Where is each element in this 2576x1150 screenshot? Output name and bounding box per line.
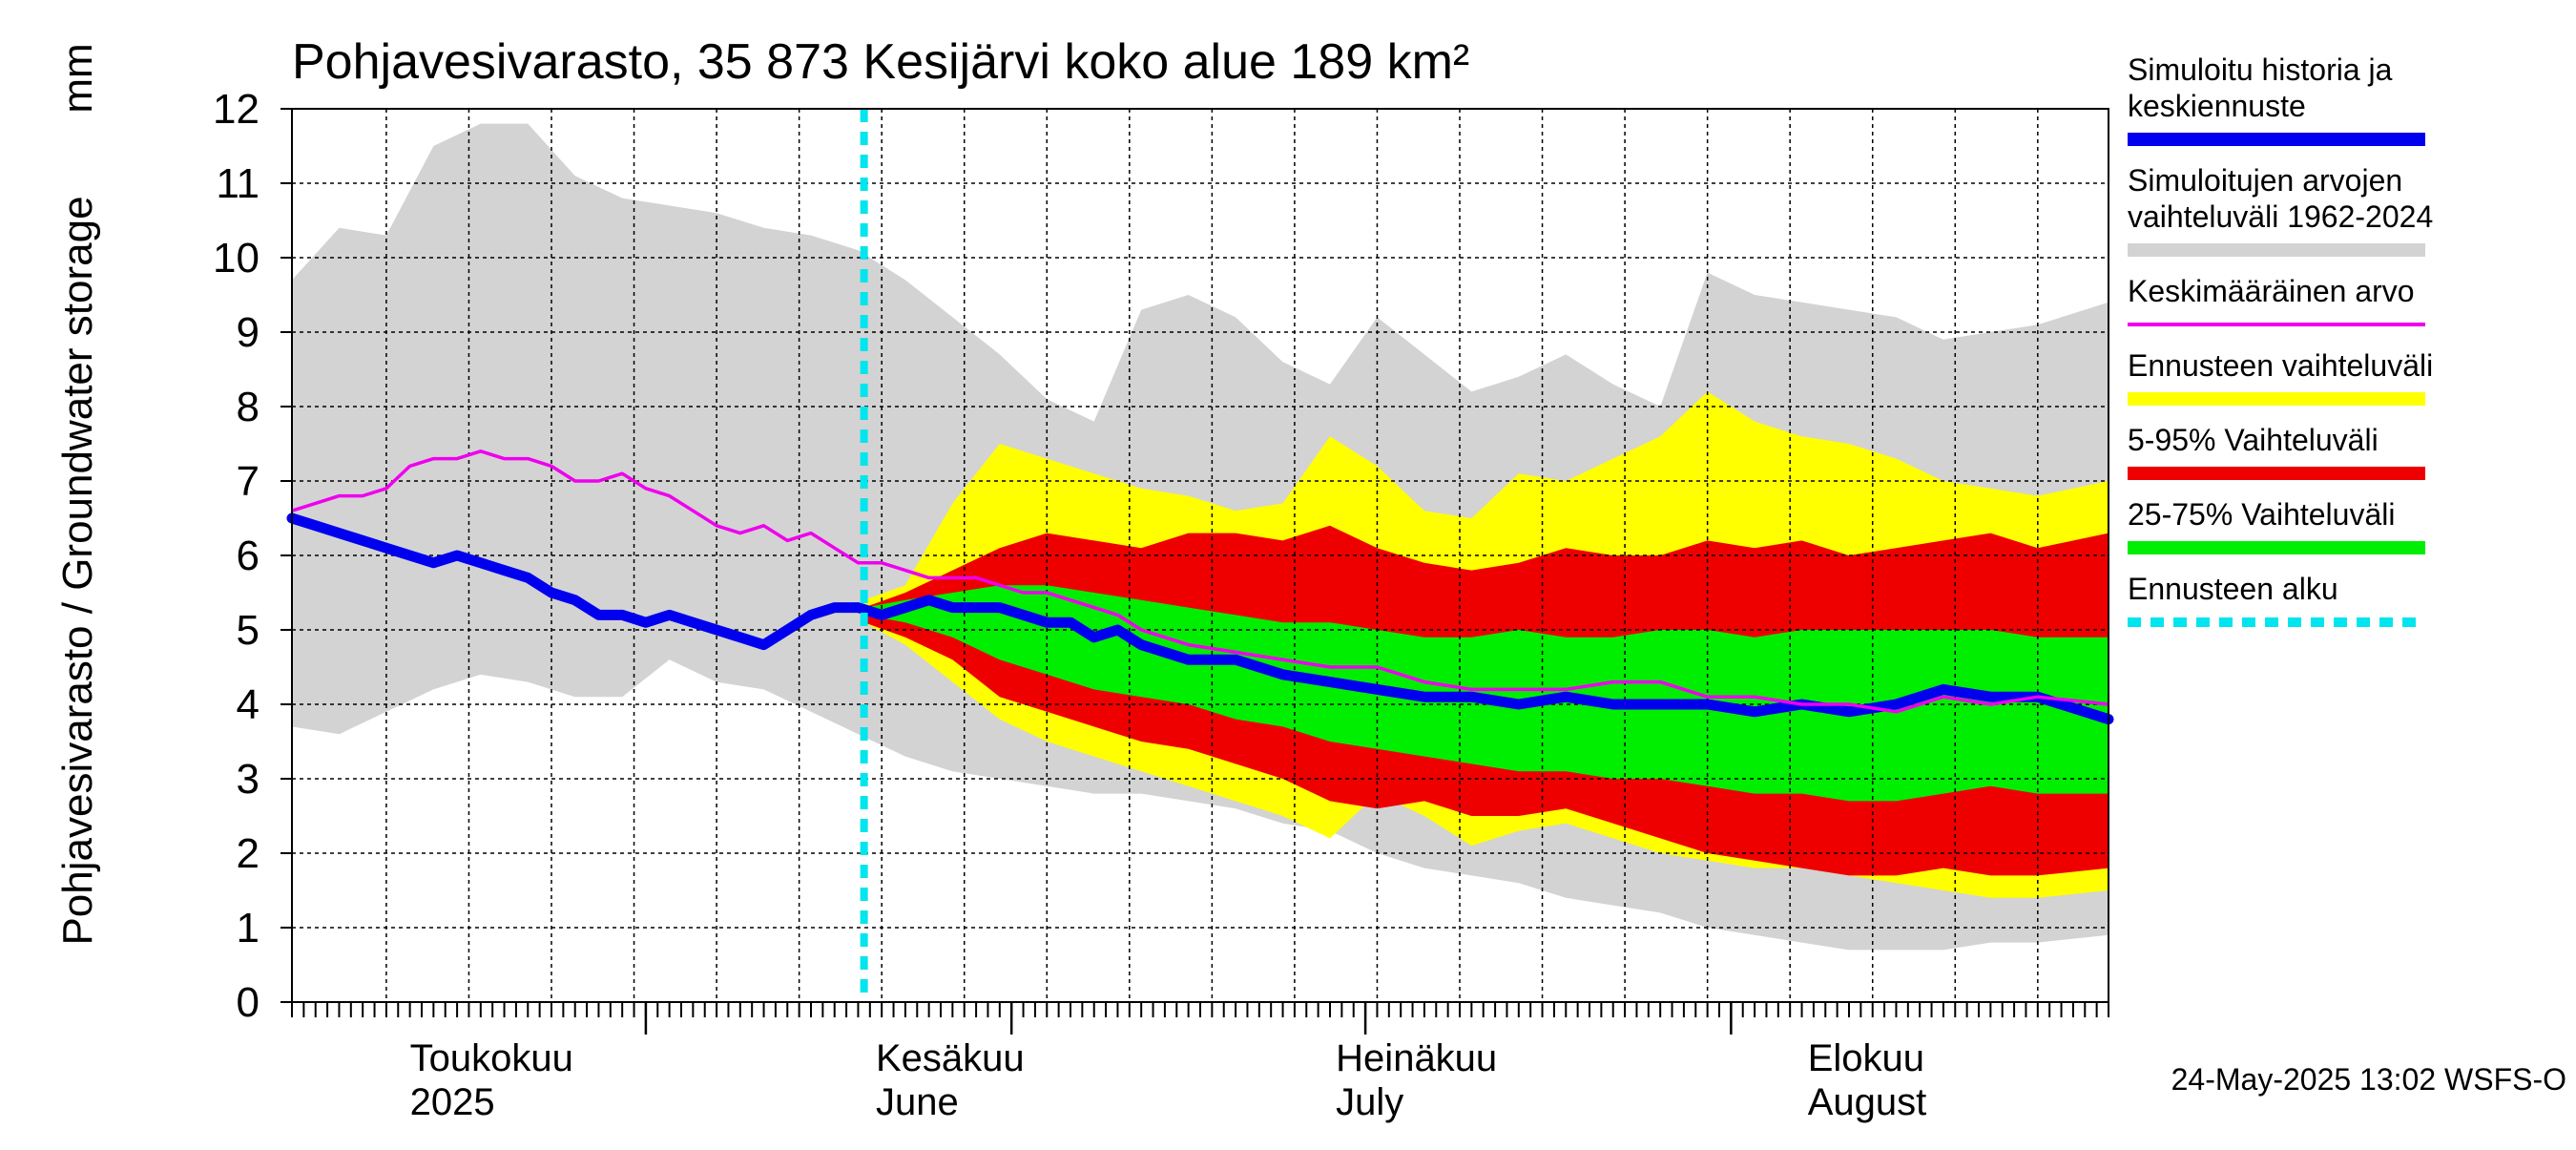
x-month-label: Kesäkuu [876, 1037, 1025, 1079]
y-tick-label: 0 [237, 979, 260, 1026]
legend-label: Ennusteen vaihteluväli [2128, 348, 2433, 383]
grid-layer [292, 109, 2109, 1002]
x-month-label-en: July [1336, 1081, 1403, 1123]
axes-layer: 0123456789101112Toukokuu2025KesäkuuJuneH… [213, 86, 2109, 1123]
x-month-label-en: June [876, 1081, 959, 1123]
legend-label: Keskimääräinen arvo [2128, 274, 2415, 308]
history-forecast-line [286, 512, 2114, 725]
y-tick-label: 7 [237, 458, 260, 505]
x-month-label: Toukokuu [410, 1037, 573, 1079]
legend-label: Ennusteen alku [2128, 572, 2338, 606]
y-axis-label: Pohjavesivarasto / Groundwater storage [54, 196, 101, 945]
legend-label: vaihteluväli 1962-2024 [2128, 199, 2433, 234]
x-month-label: Elokuu [1808, 1037, 1924, 1079]
legend-label: 5-95% Vaihteluväli [2128, 423, 2379, 457]
y-tick-label: 5 [237, 607, 260, 654]
y-tick-label: 3 [237, 756, 260, 803]
chart-title: Pohjavesivarasto, 35 873 Kesijärvi koko … [292, 34, 1469, 90]
mean-line [291, 450, 2109, 714]
legend-label: 25-75% Vaihteluväli [2128, 497, 2395, 532]
y-tick-label: 1 [237, 905, 260, 951]
timestamp-footer: 24-May-2025 13:02 WSFS-O [2171, 1062, 2566, 1097]
y-axis-unit: mm [54, 43, 101, 113]
line-layer [286, 109, 2114, 1002]
y-tick-label: 4 [237, 681, 260, 728]
y-tick-label: 12 [213, 86, 260, 133]
legend-label: Simuloitujen arvojen [2128, 163, 2402, 198]
x-month-label-en: 2025 [410, 1081, 495, 1123]
y-tick-label: 9 [237, 309, 260, 356]
x-month-label: Heinäkuu [1336, 1037, 1497, 1079]
band-layer [292, 123, 2109, 951]
y-tick-label: 6 [237, 533, 260, 579]
x-month-label-en: August [1808, 1081, 1927, 1123]
y-tick-label: 8 [237, 384, 260, 430]
legend-label: Simuloitu historia ja [2128, 52, 2393, 87]
y-tick-label: 11 [216, 160, 260, 207]
y-tick-label: 10 [213, 235, 260, 282]
y-tick-label: 2 [237, 830, 260, 877]
legend-label: keskiennuste [2128, 89, 2306, 123]
